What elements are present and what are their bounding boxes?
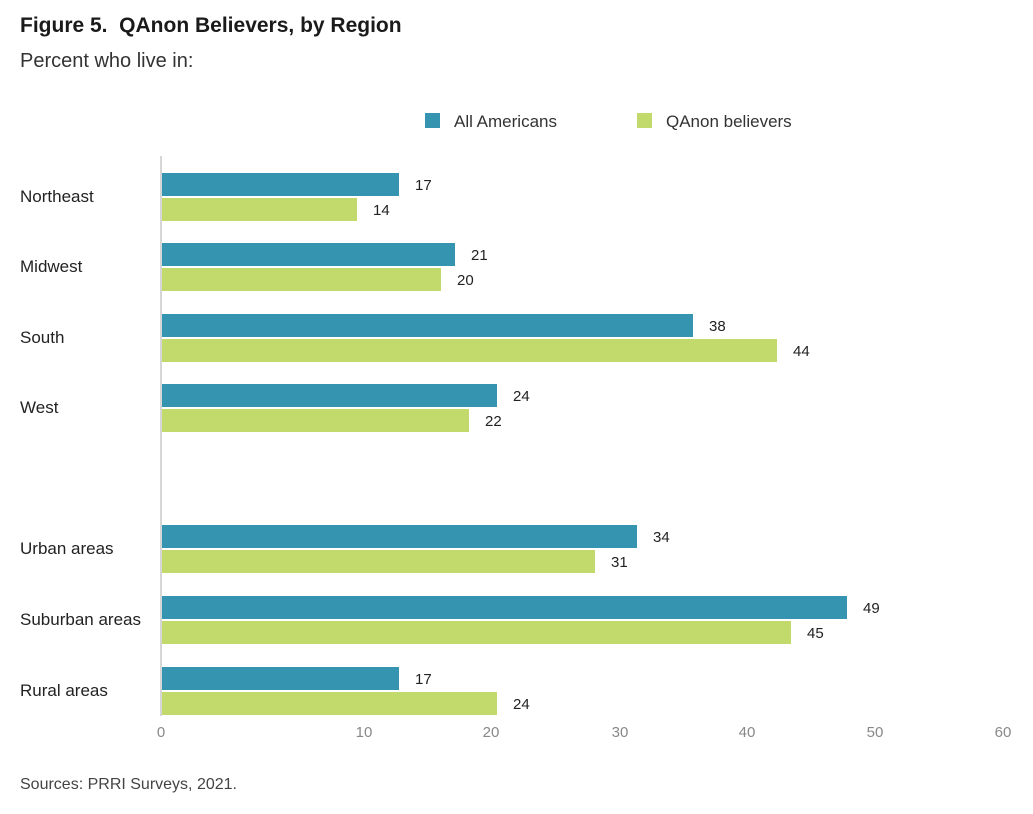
value-label-urban-areas-qanon-believers: 31 [611,554,628,571]
x-tick-label-10: 10 [356,724,373,741]
category-label-rural-areas: Rural areas [20,681,108,700]
category-label-suburban-areas: Suburban areas [20,610,141,629]
bar-suburban-areas-all-americans [161,596,847,619]
category-labels: Northeast Midwest South West Urban areas Subu… [20,187,141,700]
value-label-rural-areas-all-americans: 17 [415,671,432,688]
bar-suburban-areas-qanon-believers [161,621,791,644]
value-label-northeast-qanon-believers: 14 [373,202,390,219]
value-label-rural-areas-qanon-believers: 24 [513,696,530,713]
bar-west-qanon-believers [161,409,469,432]
x-tick-label-50: 50 [867,724,884,741]
category-label-northeast: Northeast [20,187,94,206]
x-tick-label-60: 60 [995,724,1012,741]
x-tick-label-20: 20 [483,724,500,741]
bar-rural-areas-qanon-believers [161,692,497,715]
bar-urban-areas-qanon-believers [161,550,595,573]
legend-swatch-qanon-believers [637,113,652,128]
source-note: Sources: PRRI Surveys, 2021. [20,776,237,793]
value-label-northeast-all-americans: 17 [415,177,432,194]
bar-northeast-qanon-believers [161,198,357,221]
legend: All Americans QAnon believers [425,112,792,131]
legend-label-qanon-believers: QAnon believers [666,112,792,131]
value-label-west-all-americans: 24 [513,388,530,405]
bar-northeast-all-americans [161,173,399,196]
category-label-west: West [20,398,59,417]
value-labels: 17 14 21 20 38 44 24 22 34 31 49 45 17 24 [373,177,880,713]
bar-urban-areas-all-americans [161,525,637,548]
value-label-south-qanon-believers: 44 [793,343,810,360]
bar-midwest-qanon-believers [161,268,441,291]
chart-subtitle: Percent who live in: [20,50,194,72]
legend-label-all-americans: All Americans [454,112,557,131]
bar-midwest-all-americans [161,243,455,266]
category-label-midwest: Midwest [20,257,83,276]
value-label-urban-areas-all-americans: 34 [653,529,670,546]
x-axis-ticks: 0 10 20 30 40 50 60 [157,724,1012,741]
category-label-south: South [20,328,64,347]
chart-title: Figure 5. QAnon Believers, by Region [20,14,402,37]
x-tick-label-0: 0 [157,724,165,741]
x-tick-label-30: 30 [612,724,629,741]
bar-south-all-americans [161,314,693,337]
x-tick-label-40: 40 [739,724,756,741]
bar-rural-areas-all-americans [161,667,399,690]
value-label-suburban-areas-qanon-believers: 45 [807,625,824,642]
value-label-south-all-americans: 38 [709,318,726,335]
bars [161,173,847,715]
bar-south-qanon-believers [161,339,777,362]
value-label-suburban-areas-all-americans: 49 [863,600,880,617]
category-label-urban-areas: Urban areas [20,539,114,558]
value-label-west-qanon-believers: 22 [485,413,502,430]
value-label-midwest-qanon-believers: 20 [457,272,474,289]
value-label-midwest-all-americans: 21 [471,247,488,264]
bar-west-all-americans [161,384,497,407]
legend-swatch-all-americans [425,113,440,128]
